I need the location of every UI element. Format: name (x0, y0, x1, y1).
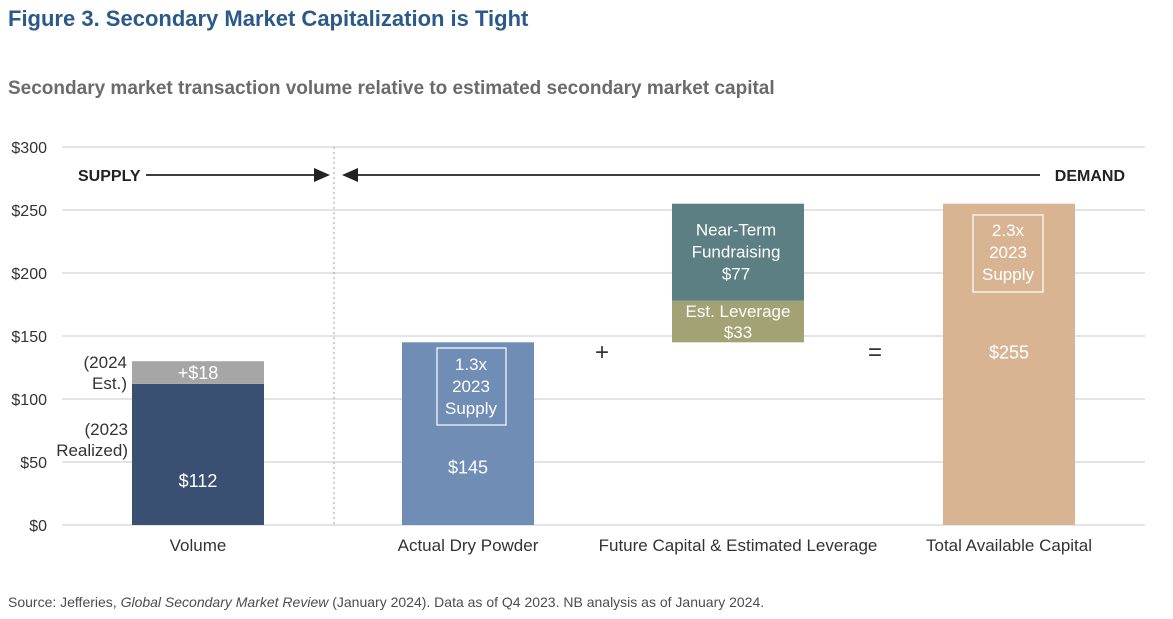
y-tick-label: $50 (20, 455, 47, 472)
supply-arrowhead-icon (314, 168, 330, 182)
bar-2024-est- (132, 361, 264, 384)
y-tick-label: $150 (11, 329, 47, 346)
annotations: SUPPLY DEMAND + = (78, 168, 1125, 366)
bars (132, 203, 1075, 525)
dry-powder-multiple-label: 1.3x 2023 Supply (445, 355, 497, 418)
x-tick-label: Total Available Capital (926, 536, 1092, 555)
y-tick-label: $100 (11, 392, 47, 409)
source-suffix: (January 2024). Data as of Q4 2023. NB a… (328, 594, 765, 610)
source-note: Source: Jefferies, Global Secondary Mark… (8, 594, 764, 610)
data-labels: $112 +$18 (2024 Est.) (2023 Realized) $145 1.3x… (56, 214, 1044, 491)
y-tick-label: $200 (11, 266, 47, 283)
data-label-leverage: Est. Leverage $33 (686, 302, 791, 342)
y-tick-label: $250 (11, 203, 47, 220)
side-label-2023: (2023 Realized) (56, 420, 128, 460)
x-tick-label: Volume (170, 536, 227, 555)
demand-label: DEMAND (1055, 168, 1125, 185)
x-tick-label: Future Capital & Estimated Leverage (599, 536, 878, 555)
data-label-dry-powder: $145 (448, 457, 488, 477)
equals-sign: = (868, 339, 882, 366)
total-multiple-box (972, 214, 1044, 293)
data-label-2024: +$18 (178, 363, 219, 383)
data-label-total: $255 (989, 343, 1029, 363)
source-publication: Global Secondary Market Review (120, 594, 329, 610)
figure-title: Figure 3. Secondary Market Capitalizatio… (8, 6, 529, 31)
dry-powder-multiple-box (436, 347, 507, 426)
source-prefix: Source: Jefferies, (8, 594, 121, 610)
chart: $0 $50 $100 $150 $200 $250 $300 $112 +$18 (2024 E… (11, 140, 1145, 555)
y-axis-ticks: $0 $50 $100 $150 $200 $250 $300 (11, 140, 47, 535)
bar-actual-dry-powder (402, 342, 534, 525)
supply-label: SUPPLY (78, 168, 141, 185)
bar-total-available-capital (943, 203, 1075, 525)
x-axis-labels: Volume Actual Dry Powder Future Capital & … (170, 536, 1092, 555)
data-label-2023: $112 (179, 471, 218, 491)
data-label-fundraising: Near-Term Fundraising $77 (692, 221, 781, 284)
y-tick-label: $0 (29, 518, 47, 535)
figure-subtitle: Secondary market transaction volume rela… (8, 78, 775, 99)
side-label-2024: (2024 Est.) (84, 353, 127, 393)
total-multiple-label: 2.3x 2023 Supply (982, 221, 1034, 284)
x-tick-label: Actual Dry Powder (398, 536, 539, 555)
plus-sign: + (595, 339, 609, 366)
bar-2023-realized (132, 383, 264, 525)
bar-est-leverage (672, 300, 804, 343)
bar-near-term-fundraising (672, 203, 804, 301)
y-tick-label: $300 (11, 140, 47, 157)
demand-arrowhead-icon (342, 168, 358, 182)
